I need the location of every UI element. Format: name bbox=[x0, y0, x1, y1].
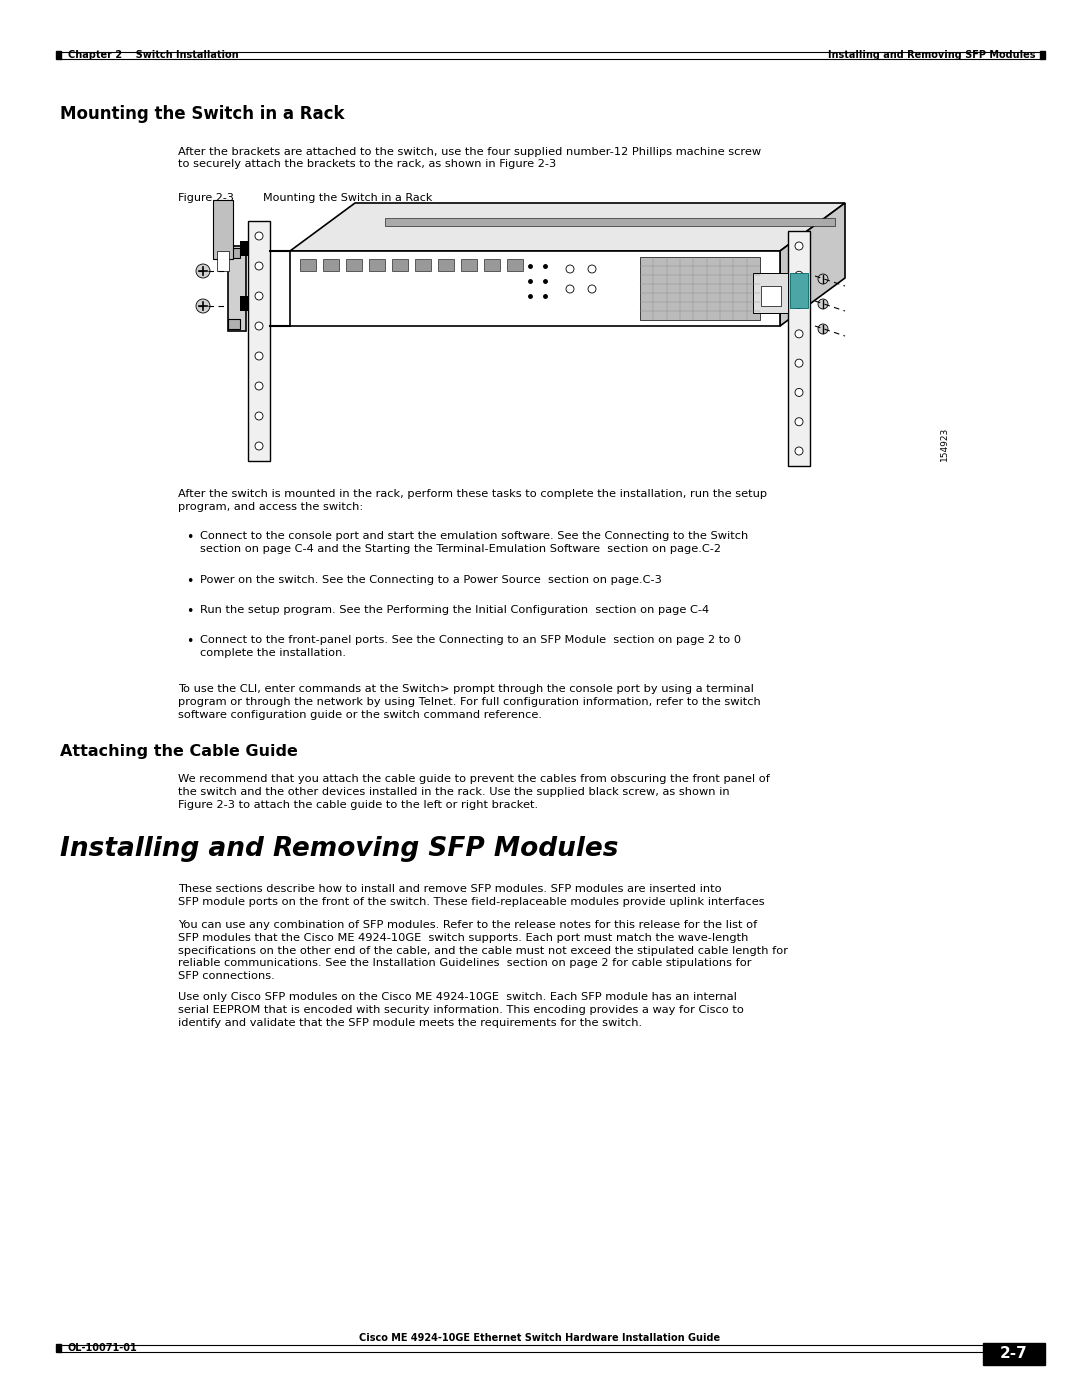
Bar bbox=[369, 258, 384, 271]
Text: Run the setup program. See the Performing the Initial Configuration  section on : Run the setup program. See the Performin… bbox=[200, 605, 710, 615]
Text: •: • bbox=[186, 636, 193, 648]
Bar bbox=[392, 258, 408, 271]
Circle shape bbox=[795, 359, 804, 367]
Polygon shape bbox=[780, 203, 845, 326]
Circle shape bbox=[255, 352, 264, 360]
Bar bbox=[56, 52, 60, 59]
Circle shape bbox=[255, 441, 264, 450]
Bar bbox=[789, 272, 808, 307]
Circle shape bbox=[588, 285, 596, 293]
Text: OL-10071-01: OL-10071-01 bbox=[68, 1343, 138, 1354]
Bar bbox=[640, 257, 760, 320]
Circle shape bbox=[255, 412, 264, 420]
Circle shape bbox=[566, 285, 573, 293]
Circle shape bbox=[795, 300, 804, 309]
Text: After the brackets are attached to the switch, use the four supplied number-12 P: After the brackets are attached to the s… bbox=[178, 147, 761, 169]
Text: 154923: 154923 bbox=[940, 426, 949, 461]
Text: Installing and Removing SFP Modules: Installing and Removing SFP Modules bbox=[827, 50, 1035, 60]
Text: Power on the switch. See the Connecting to a Power Source  section on page.C-3: Power on the switch. See the Connecting … bbox=[200, 576, 662, 585]
Bar bbox=[761, 286, 781, 306]
Bar bbox=[1040, 52, 1045, 59]
Polygon shape bbox=[291, 203, 845, 251]
Text: Chapter 2    Switch Installation: Chapter 2 Switch Installation bbox=[68, 50, 239, 60]
Circle shape bbox=[818, 324, 828, 334]
Text: •: • bbox=[186, 576, 193, 588]
Circle shape bbox=[795, 447, 804, 455]
Circle shape bbox=[255, 292, 264, 300]
Circle shape bbox=[195, 299, 210, 313]
Circle shape bbox=[818, 274, 828, 284]
Circle shape bbox=[795, 388, 804, 397]
Text: Installing and Removing SFP Modules: Installing and Removing SFP Modules bbox=[60, 835, 619, 862]
Bar bbox=[228, 319, 240, 330]
Text: Connect to the front-panel ports. See the Connecting to an SFP Module  section o: Connect to the front-panel ports. See th… bbox=[200, 636, 741, 658]
Text: 2-7: 2-7 bbox=[1000, 1347, 1028, 1362]
Bar bbox=[438, 258, 454, 271]
Circle shape bbox=[795, 271, 804, 279]
Circle shape bbox=[818, 299, 828, 309]
Polygon shape bbox=[291, 251, 780, 326]
Circle shape bbox=[255, 381, 264, 390]
Bar bbox=[300, 258, 316, 271]
Circle shape bbox=[195, 264, 210, 278]
Text: Mounting the Switch in a Rack: Mounting the Switch in a Rack bbox=[264, 193, 432, 203]
Bar bbox=[507, 258, 523, 271]
Text: Connect to the console port and start the emulation software. See the Connecting: Connect to the console port and start th… bbox=[200, 531, 748, 553]
Text: Use only Cisco SFP modules on the Cisco ME 4924-10GE  switch. Each SFP module ha: Use only Cisco SFP modules on the Cisco … bbox=[178, 992, 744, 1028]
Bar bbox=[228, 246, 246, 331]
Text: •: • bbox=[186, 605, 193, 617]
Circle shape bbox=[255, 321, 264, 330]
Text: We recommend that you attach the cable guide to prevent the cables from obscurin: We recommend that you attach the cable g… bbox=[178, 774, 770, 810]
Bar bbox=[415, 258, 431, 271]
Bar bbox=[213, 200, 233, 258]
Text: After the switch is mounted in the rack, perform these tasks to complete the ins: After the switch is mounted in the rack,… bbox=[178, 489, 767, 513]
Bar bbox=[788, 231, 810, 467]
Circle shape bbox=[795, 242, 804, 250]
Bar bbox=[484, 258, 500, 271]
Bar bbox=[240, 296, 248, 312]
Bar bbox=[323, 258, 339, 271]
Bar bbox=[56, 1344, 60, 1352]
Text: To use the CLI, enter commands at the Switch> prompt through the console port by: To use the CLI, enter commands at the Sw… bbox=[178, 685, 760, 719]
Bar bbox=[461, 258, 477, 271]
Circle shape bbox=[795, 330, 804, 338]
Text: You can use any combination of SFP modules. Refer to the release notes for this : You can use any combination of SFP modul… bbox=[178, 921, 788, 981]
Bar bbox=[346, 258, 362, 271]
Text: Cisco ME 4924-10GE Ethernet Switch Hardware Installation Guide: Cisco ME 4924-10GE Ethernet Switch Hardw… bbox=[360, 1333, 720, 1343]
Bar bbox=[228, 249, 240, 258]
Circle shape bbox=[795, 418, 804, 426]
Text: Mounting the Switch in a Rack: Mounting the Switch in a Rack bbox=[60, 105, 345, 123]
Circle shape bbox=[255, 232, 264, 240]
Bar bbox=[248, 221, 270, 461]
Circle shape bbox=[255, 263, 264, 270]
Polygon shape bbox=[384, 218, 835, 226]
Text: These sections describe how to install and remove SFP modules. SFP modules are i: These sections describe how to install a… bbox=[178, 884, 765, 907]
Text: Attaching the Cable Guide: Attaching the Cable Guide bbox=[60, 745, 298, 759]
Bar bbox=[983, 1343, 1045, 1365]
Bar bbox=[240, 242, 248, 256]
Text: Figure 2-3: Figure 2-3 bbox=[178, 193, 234, 203]
Circle shape bbox=[566, 265, 573, 272]
Bar bbox=[217, 251, 229, 271]
Bar bbox=[753, 272, 788, 313]
Circle shape bbox=[588, 265, 596, 272]
Text: •: • bbox=[186, 531, 193, 543]
